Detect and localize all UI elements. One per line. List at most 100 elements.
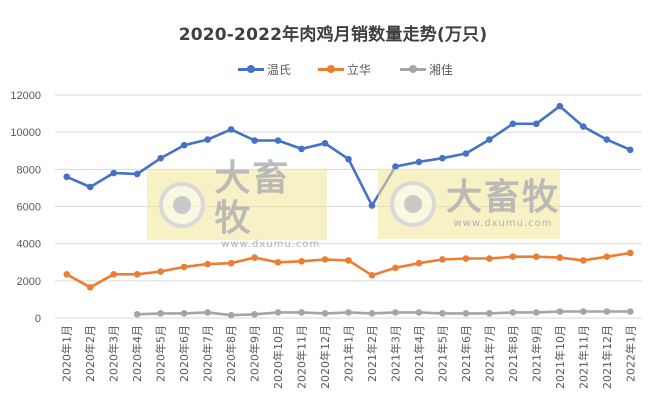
- data-point[interactable]: [368, 310, 376, 317]
- data-point[interactable]: [110, 271, 117, 278]
- data-point[interactable]: [133, 170, 141, 178]
- data-point[interactable]: [274, 258, 282, 266]
- data-point[interactable]: [556, 254, 564, 261]
- data-point[interactable]: [227, 126, 235, 133]
- data-point[interactable]: [368, 271, 376, 279]
- data-point[interactable]: [392, 163, 399, 170]
- data-point[interactable]: [439, 256, 446, 263]
- data-point[interactable]: [86, 183, 94, 191]
- data-point[interactable]: [462, 255, 470, 262]
- data-point[interactable]: [298, 145, 305, 153]
- data-point[interactable]: [157, 268, 164, 275]
- x-tick-label: 2020年2月: [83, 325, 97, 382]
- x-tick-label: 2021年5月: [435, 325, 449, 382]
- data-point[interactable]: [274, 137, 282, 144]
- data-point[interactable]: [509, 309, 517, 316]
- x-tick-label: 2020年8月: [224, 325, 238, 382]
- data-point[interactable]: [110, 169, 117, 177]
- chart-title: 2020-2022年肉鸡月销数量走势(万只): [178, 25, 488, 45]
- data-point[interactable]: [580, 257, 587, 264]
- data-point[interactable]: [603, 136, 611, 143]
- data-point[interactable]: [439, 154, 446, 162]
- x-tick-label: 2020年9月: [248, 325, 262, 382]
- x-tick-label: 2020年12月: [318, 325, 332, 389]
- watermark-logo-icon: [159, 182, 205, 228]
- data-point[interactable]: [133, 310, 141, 318]
- data-point[interactable]: [439, 310, 446, 317]
- line-marker-icon: [238, 65, 264, 73]
- x-tick-label: 2020年3月: [107, 325, 121, 382]
- series-line: [63, 249, 634, 291]
- data-point[interactable]: [603, 308, 611, 315]
- data-point[interactable]: [368, 202, 376, 209]
- data-point[interactable]: [227, 259, 235, 267]
- data-point[interactable]: [298, 258, 305, 265]
- data-point[interactable]: [486, 136, 493, 143]
- data-point[interactable]: [486, 255, 493, 262]
- data-point[interactable]: [63, 271, 71, 278]
- data-point[interactable]: [626, 308, 634, 315]
- data-point[interactable]: [133, 271, 141, 278]
- data-point[interactable]: [462, 150, 470, 157]
- data-point[interactable]: [345, 309, 352, 316]
- data-point[interactable]: [251, 137, 258, 144]
- data-point[interactable]: [415, 309, 423, 316]
- data-point[interactable]: [63, 173, 71, 181]
- legend-item-wens[interactable]: 温氏: [238, 60, 291, 78]
- data-point[interactable]: [227, 311, 235, 319]
- y-tick-label: 12000: [10, 90, 41, 102]
- data-point[interactable]: [580, 123, 587, 130]
- data-point[interactable]: [392, 264, 399, 272]
- data-point[interactable]: [157, 154, 164, 162]
- data-point[interactable]: [533, 253, 540, 260]
- y-tick-label: 0: [35, 313, 41, 325]
- watermark-url: www.dxumu.com: [221, 239, 321, 250]
- data-point[interactable]: [180, 263, 188, 271]
- series-lines: [63, 102, 634, 319]
- watermark-url: www.dxumu.com: [453, 218, 553, 229]
- x-tick-label: 2021年12月: [600, 325, 614, 389]
- watermark: 大畜牧 www.dxumu.com: [378, 169, 560, 239]
- data-point[interactable]: [180, 141, 188, 149]
- data-point[interactable]: [251, 254, 258, 261]
- data-point[interactable]: [204, 309, 211, 316]
- data-point[interactable]: [180, 310, 188, 317]
- data-point[interactable]: [533, 120, 540, 128]
- data-point[interactable]: [556, 308, 564, 315]
- data-point[interactable]: [86, 284, 94, 291]
- data-point[interactable]: [509, 120, 517, 128]
- data-point[interactable]: [462, 310, 470, 317]
- x-tick-label: 2021年10月: [553, 325, 567, 389]
- data-point[interactable]: [556, 102, 564, 110]
- data-point[interactable]: [274, 309, 282, 316]
- data-point[interactable]: [204, 136, 211, 143]
- data-point[interactable]: [321, 310, 329, 317]
- data-point[interactable]: [251, 310, 258, 318]
- data-point[interactable]: [603, 253, 611, 260]
- legend-label: 温氏: [267, 62, 292, 77]
- legend-item-xiangjia[interactable]: 湘佳: [400, 60, 453, 78]
- x-tick-label: 2020年4月: [130, 325, 144, 382]
- x-tick-label: 2020年5月: [154, 325, 168, 382]
- legend-label: 立华: [347, 62, 372, 77]
- x-tick-label: 2020年6月: [177, 325, 191, 382]
- data-point[interactable]: [415, 158, 423, 166]
- data-point[interactable]: [345, 257, 352, 264]
- data-point[interactable]: [298, 309, 305, 316]
- data-point[interactable]: [392, 309, 399, 316]
- data-point[interactable]: [157, 310, 164, 317]
- data-point[interactable]: [345, 155, 352, 163]
- line-marker-icon: [400, 65, 426, 73]
- data-point[interactable]: [626, 146, 634, 154]
- data-point[interactable]: [321, 140, 329, 147]
- x-axis: 2020年1月 2020年2月 2020年3月 2020年4月 2020年5月 2020年…: [60, 325, 638, 389]
- data-point[interactable]: [580, 308, 587, 315]
- legend-item-lihua[interactable]: 立华: [318, 60, 371, 78]
- data-point[interactable]: [626, 249, 634, 257]
- data-point[interactable]: [486, 310, 493, 317]
- data-point[interactable]: [509, 253, 517, 260]
- data-point[interactable]: [415, 259, 423, 267]
- data-point[interactable]: [533, 309, 540, 316]
- data-point[interactable]: [321, 256, 329, 263]
- data-point[interactable]: [204, 260, 211, 268]
